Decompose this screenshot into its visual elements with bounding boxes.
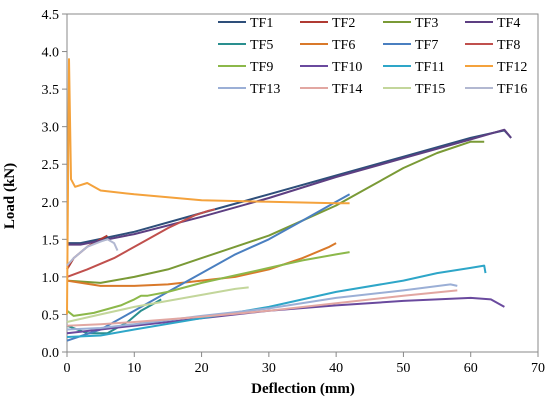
x-tick-label: 40 bbox=[329, 361, 343, 376]
y-tick-label: 1.0 bbox=[42, 271, 60, 286]
y-tick-label: 4.5 bbox=[42, 8, 60, 23]
plot-area bbox=[66, 13, 539, 353]
series-line-tf14 bbox=[66, 289, 458, 327]
legend: TF1 TF2 TF3 TF4 TF5 TF6 TF7 TF8 TF9 TF10 TF11 TF12 T… bbox=[218, 16, 527, 97]
legend-label: TF4 bbox=[497, 16, 520, 31]
y-tick-label: 2.5 bbox=[42, 158, 60, 173]
series-line-tf9 bbox=[66, 251, 350, 317]
legend-label: TF16 bbox=[497, 82, 527, 97]
x-tick-label: 10 bbox=[127, 361, 141, 376]
y-tick-label: 2.0 bbox=[42, 196, 60, 211]
x-axis-title: Deflection (mm) bbox=[251, 381, 355, 397]
series-line-tf8 bbox=[66, 208, 216, 278]
y-axis-title: Load (kN) bbox=[2, 163, 18, 229]
plot-border bbox=[66, 13, 539, 353]
legend-label: TF10 bbox=[332, 60, 362, 75]
axes: 0 10 20 30 40 50 60 70 0.0 0.5 1.0 1.5 2.0 2.5 3.0 3.5 4… bbox=[42, 8, 546, 376]
legend-label: TF13 bbox=[250, 82, 280, 97]
legend-label: TF11 bbox=[415, 60, 445, 75]
legend-label: TF5 bbox=[250, 38, 273, 53]
y-tick-label: 0.5 bbox=[42, 308, 60, 323]
series-line-tf6 bbox=[66, 242, 337, 287]
legend-label: TF12 bbox=[497, 60, 527, 75]
y-tick-label: 4.0 bbox=[42, 46, 60, 61]
x-tick-label: 70 bbox=[531, 361, 545, 376]
series-line-tf3 bbox=[66, 140, 485, 284]
series-line-tf10 bbox=[66, 296, 505, 335]
x-tick-label: 0 bbox=[64, 361, 71, 376]
series-line-tf11 bbox=[66, 264, 487, 338]
y-tick-label: 0.0 bbox=[42, 346, 60, 361]
series-line-tf12 bbox=[66, 58, 350, 315]
legend-label: TF9 bbox=[250, 60, 273, 75]
x-tick-label: 20 bbox=[195, 361, 209, 376]
legend-label: TF14 bbox=[332, 82, 362, 97]
legend-label: TF7 bbox=[415, 38, 438, 53]
x-tick-label: 30 bbox=[262, 361, 276, 376]
x-tick-label: 50 bbox=[396, 361, 410, 376]
legend-label: TF6 bbox=[332, 38, 355, 53]
y-tick-label: 1.5 bbox=[42, 233, 60, 248]
legend-label: TF8 bbox=[497, 38, 520, 53]
legend-label: TF3 bbox=[415, 16, 438, 31]
x-tick-label: 60 bbox=[464, 361, 478, 376]
y-tick-label: 3.5 bbox=[42, 83, 60, 98]
y-tick-label: 3.0 bbox=[42, 121, 60, 136]
series-layer bbox=[66, 58, 512, 342]
legend-label: TF1 bbox=[250, 16, 273, 31]
series-line-tf15 bbox=[66, 286, 249, 323]
legend-label: TF2 bbox=[332, 16, 355, 31]
legend-label: TF15 bbox=[415, 82, 445, 97]
series-line-tf7 bbox=[66, 193, 351, 342]
series-line-tf13 bbox=[66, 283, 458, 331]
series-line-tf16 bbox=[66, 238, 119, 267]
